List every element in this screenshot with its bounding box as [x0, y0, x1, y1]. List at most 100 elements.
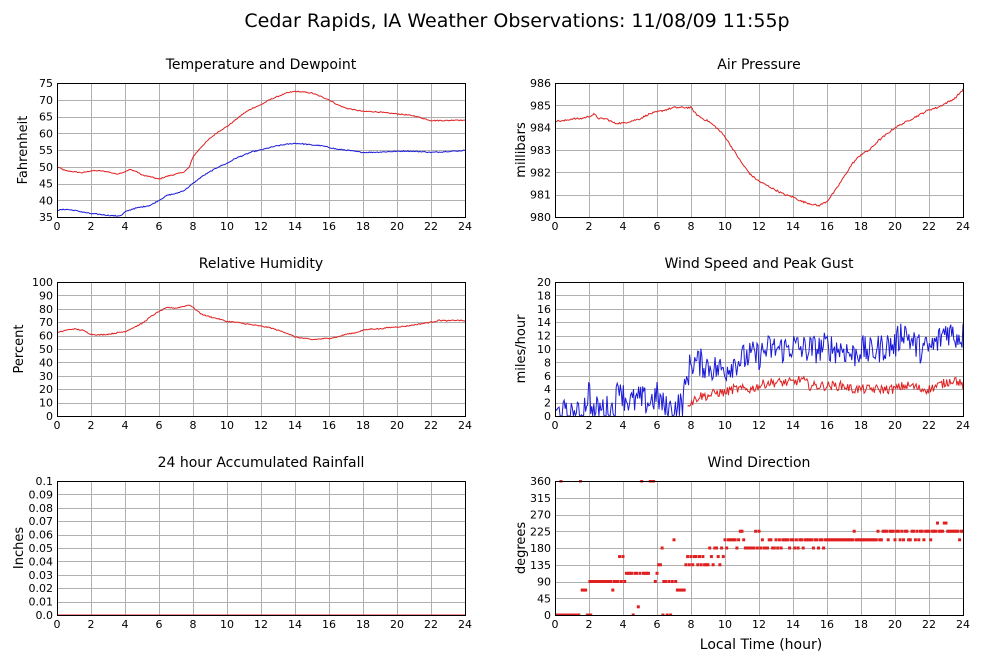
series-line	[57, 304, 466, 341]
data-point	[633, 571, 637, 575]
data-point	[917, 538, 921, 542]
data-point	[886, 538, 890, 542]
data-point	[946, 529, 950, 533]
data-point	[604, 580, 608, 583]
data-point	[565, 613, 569, 616]
data-point	[725, 546, 729, 550]
y-tick-label: 50	[39, 343, 53, 356]
y-axis-label: degrees	[514, 522, 529, 575]
data-point	[844, 538, 848, 542]
data-point	[885, 529, 888, 533]
data-point	[662, 580, 666, 583]
data-point	[762, 546, 766, 550]
data-point	[689, 555, 693, 559]
data-point	[823, 538, 827, 542]
x-tick-label: 24	[956, 419, 970, 432]
data-point	[908, 538, 912, 542]
data-point	[749, 546, 752, 550]
x-tick-label: 6	[156, 618, 163, 631]
series-line	[57, 142, 466, 217]
data-point	[805, 538, 809, 542]
data-point	[845, 538, 849, 542]
chart-title: Wind Direction	[708, 455, 811, 471]
data-point	[937, 529, 941, 533]
x-tick-label: 16	[820, 220, 834, 233]
data-point	[726, 538, 730, 542]
data-point	[614, 580, 618, 583]
data-point	[912, 529, 916, 533]
y-tick-label: 90	[537, 576, 551, 589]
data-point	[572, 613, 576, 616]
y-tick-label: 0.0	[36, 609, 54, 622]
series-group	[57, 304, 466, 341]
x-tick-label: 8	[190, 618, 197, 631]
series-line	[687, 375, 964, 407]
data-point	[961, 529, 964, 533]
data-point	[562, 613, 565, 616]
y-tick-label: 10	[39, 397, 53, 410]
data-point	[832, 538, 836, 542]
data-point	[783, 538, 786, 542]
x-tick-label: 0	[54, 618, 61, 631]
x-tick-label: 20	[390, 618, 404, 631]
data-point	[638, 571, 642, 575]
x-tick-label: 20	[390, 220, 404, 233]
x-tick-label: 0	[54, 220, 61, 233]
data-point	[800, 538, 803, 542]
x-tick-label: 2	[586, 618, 593, 631]
x-tick-label: 22	[922, 419, 936, 432]
y-tick-label: 315	[530, 492, 551, 505]
data-point	[750, 546, 754, 550]
data-point	[611, 588, 615, 592]
data-point	[890, 529, 894, 533]
data-point	[577, 613, 581, 616]
x-tick-label: 18	[356, 419, 370, 432]
data-point	[708, 546, 712, 550]
x-tick-label: 24	[956, 618, 970, 631]
data-point	[623, 580, 627, 583]
data-point	[774, 538, 778, 542]
data-point	[813, 538, 817, 542]
data-point	[936, 521, 939, 525]
data-point	[596, 580, 599, 583]
data-point	[868, 538, 871, 542]
data-point	[818, 538, 822, 542]
x-tick-label: 14	[786, 419, 800, 432]
data-point	[573, 613, 577, 616]
data-point	[907, 538, 911, 542]
x-tick-label: 2	[88, 220, 95, 233]
data-point	[871, 538, 875, 542]
data-point	[730, 538, 734, 542]
data-point	[626, 571, 630, 575]
data-point	[764, 546, 768, 550]
data-point	[760, 538, 764, 542]
data-point	[665, 613, 669, 616]
x-tick-label: 2	[586, 220, 593, 233]
x-axis-label: Local Time (hour)	[700, 637, 822, 653]
data-point	[861, 538, 865, 542]
data-point	[949, 529, 953, 533]
data-point	[767, 538, 771, 542]
data-point	[941, 529, 945, 533]
data-point	[682, 588, 686, 592]
data-point	[939, 529, 943, 533]
y-tick-label: 0.05	[29, 542, 54, 555]
x-tick-label: 6	[654, 220, 661, 233]
data-point	[585, 613, 589, 616]
data-point	[930, 529, 934, 533]
x-tick-label: 12	[752, 419, 766, 432]
data-point	[669, 613, 673, 616]
data-point	[822, 546, 826, 550]
data-point	[934, 529, 938, 533]
data-point	[675, 588, 679, 592]
x-tick-label: 12	[254, 220, 268, 233]
data-point	[567, 613, 571, 616]
data-point	[677, 588, 681, 592]
x-tick-label: 6	[156, 220, 163, 233]
data-point	[788, 546, 792, 550]
x-tick-label: 0	[54, 419, 61, 432]
data-point	[944, 521, 948, 525]
data-point	[769, 538, 773, 542]
chart-pressure: 0 2 4 6 8 10 12 14 16 18 20 22 249809819829839849859…	[514, 57, 970, 233]
